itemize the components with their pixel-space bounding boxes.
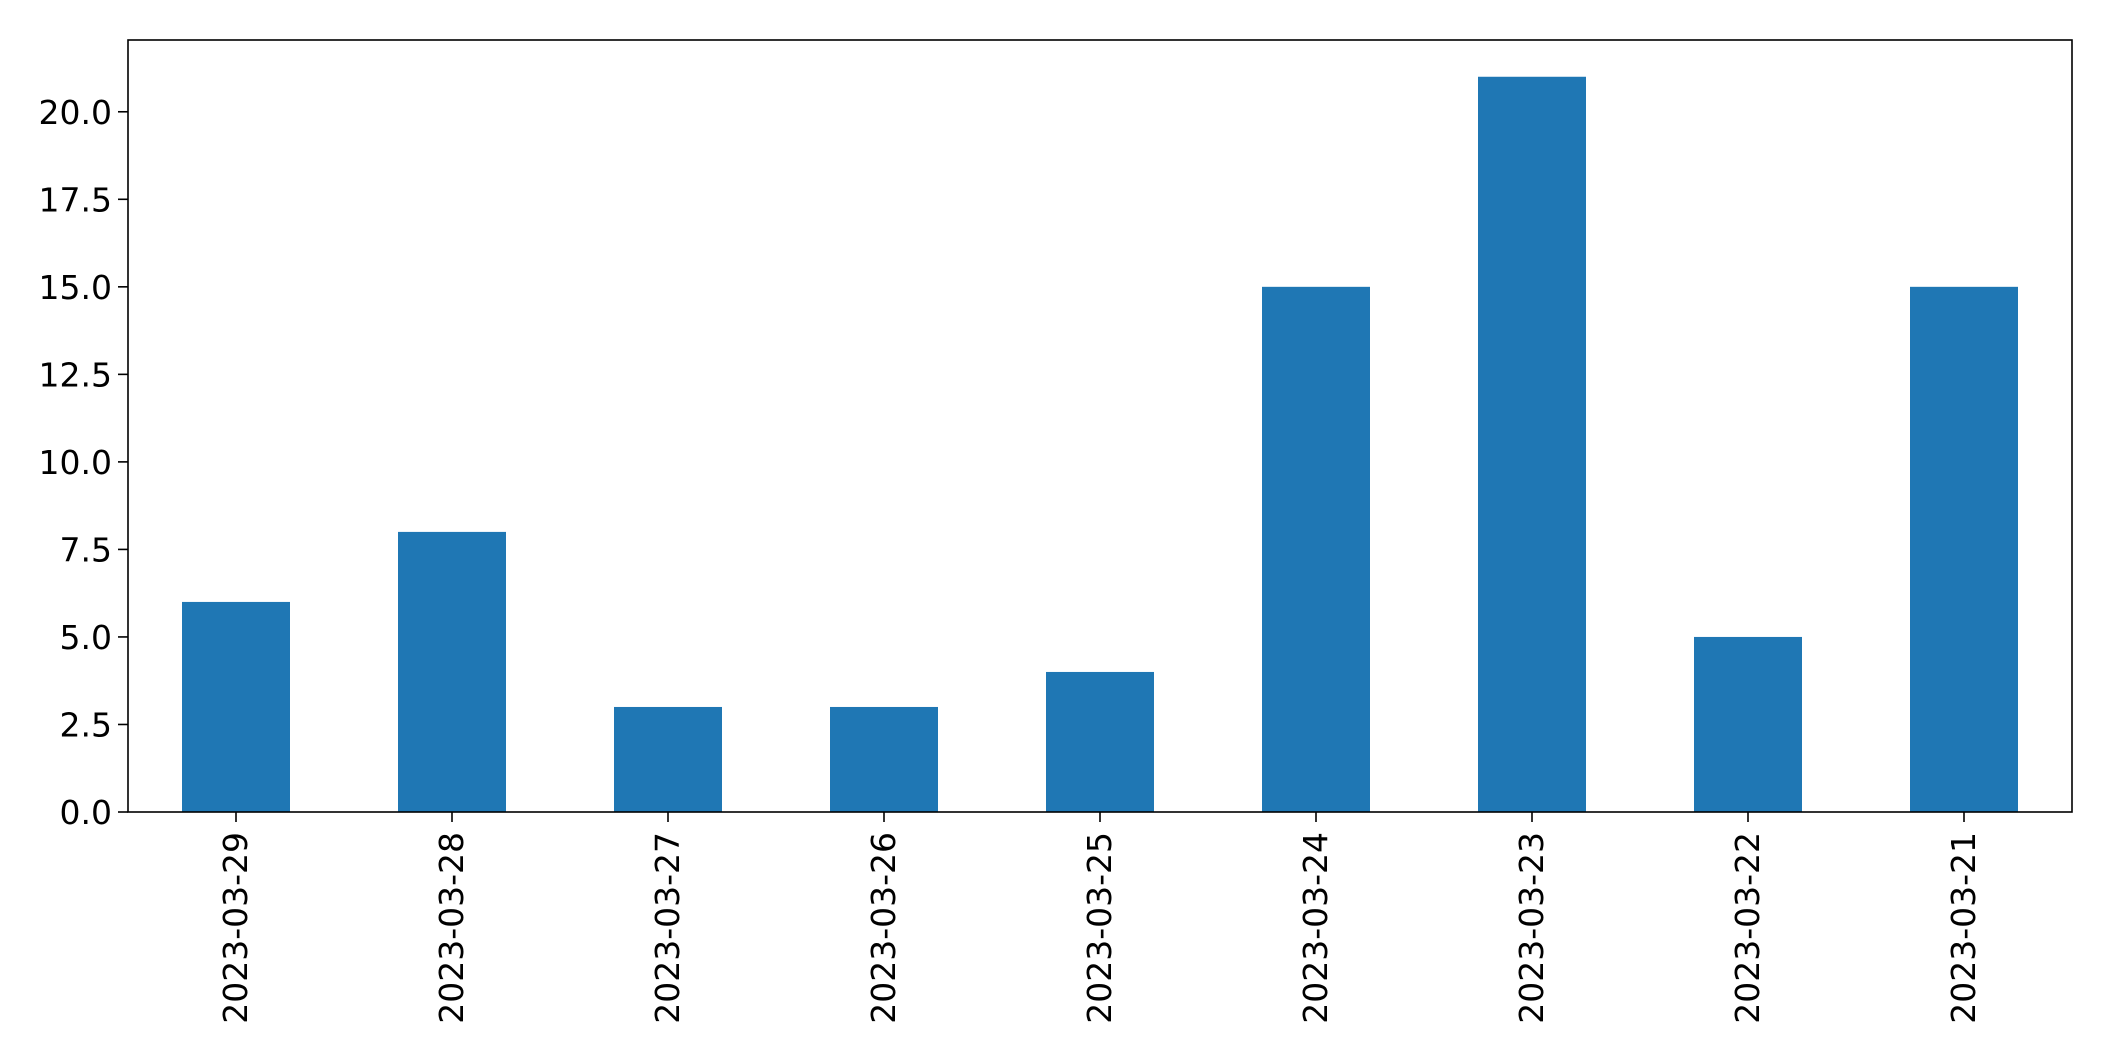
bar-2023-03-25 — [1046, 671, 1154, 812]
bar-2023-03-27 — [614, 706, 722, 812]
y-tick-label: 17.5 — [39, 180, 112, 219]
y-tick-label: 12.5 — [39, 355, 112, 394]
y-tick-label: 7.5 — [60, 530, 112, 569]
x-tick-label: 2023-03-23 — [1512, 832, 1551, 1024]
bar-2023-03-23 — [1478, 76, 1586, 812]
bar-2023-03-21 — [1910, 286, 2018, 812]
x-tick-label: 2023-03-21 — [1944, 832, 1983, 1024]
y-tick-label: 0.0 — [60, 793, 112, 832]
y-tick-label: 20.0 — [39, 93, 112, 132]
y-tick-label: 2.5 — [60, 705, 112, 744]
plot-frame — [127, 39, 2073, 813]
y-tick-label: 10.0 — [39, 443, 112, 482]
bar-2023-03-24 — [1262, 286, 1370, 812]
x-tick-label: 2023-03-24 — [1296, 832, 1335, 1024]
bar-2023-03-26 — [830, 706, 938, 812]
bars-group — [182, 76, 2018, 812]
x-tick-label: 2023-03-28 — [432, 832, 471, 1024]
bar-2023-03-29 — [182, 601, 290, 812]
x-tick-label: 2023-03-25 — [1080, 832, 1119, 1024]
y-tick-label: 15.0 — [39, 268, 112, 307]
y-tick-label: 5.0 — [60, 618, 112, 657]
x-tick-label: 2023-03-26 — [864, 832, 903, 1024]
x-axis: 2023-03-29 2023-03-28 2023-03-27 2023-03-26… — [216, 812, 1983, 1024]
y-axis: 0.0 2.5 5.0 7.5 10.0 12.5 15.0 17.5 20.0 — [39, 93, 128, 832]
x-tick-label: 2023-03-29 — [216, 832, 255, 1024]
x-tick-label: 2023-03-27 — [648, 832, 687, 1024]
bar-2023-03-28 — [398, 531, 506, 812]
x-tick-label: 2023-03-22 — [1728, 832, 1767, 1024]
bar-2023-03-22 — [1694, 636, 1802, 812]
